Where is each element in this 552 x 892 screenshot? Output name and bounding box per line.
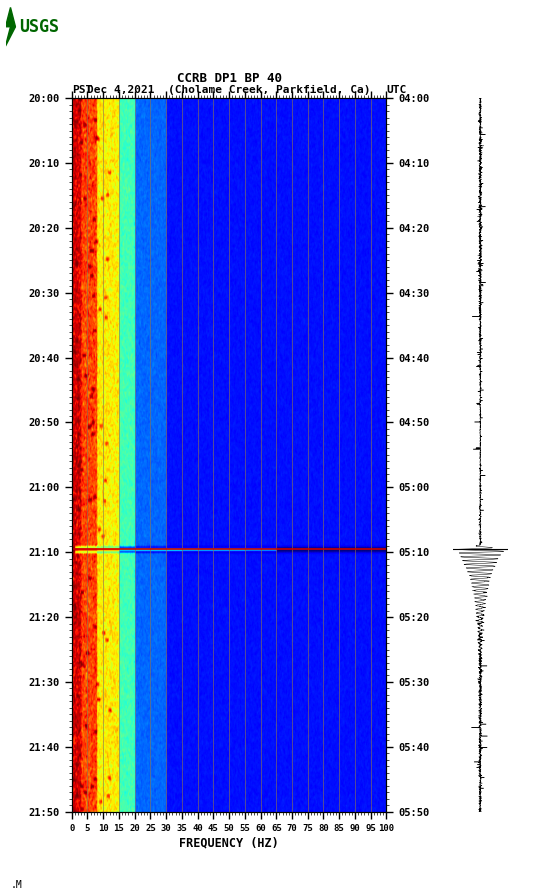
Text: .M: .M bbox=[11, 880, 23, 889]
Text: PST: PST bbox=[72, 86, 92, 95]
Text: UTC: UTC bbox=[386, 86, 407, 95]
Text: CCRB DP1 BP 40: CCRB DP1 BP 40 bbox=[177, 71, 282, 85]
X-axis label: FREQUENCY (HZ): FREQUENCY (HZ) bbox=[179, 837, 279, 850]
Polygon shape bbox=[6, 27, 15, 46]
Text: Dec 4,2021  (Cholame Creek, Parkfield, Ca): Dec 4,2021 (Cholame Creek, Parkfield, Ca… bbox=[87, 86, 371, 95]
Polygon shape bbox=[6, 7, 15, 27]
Text: USGS: USGS bbox=[19, 18, 59, 36]
